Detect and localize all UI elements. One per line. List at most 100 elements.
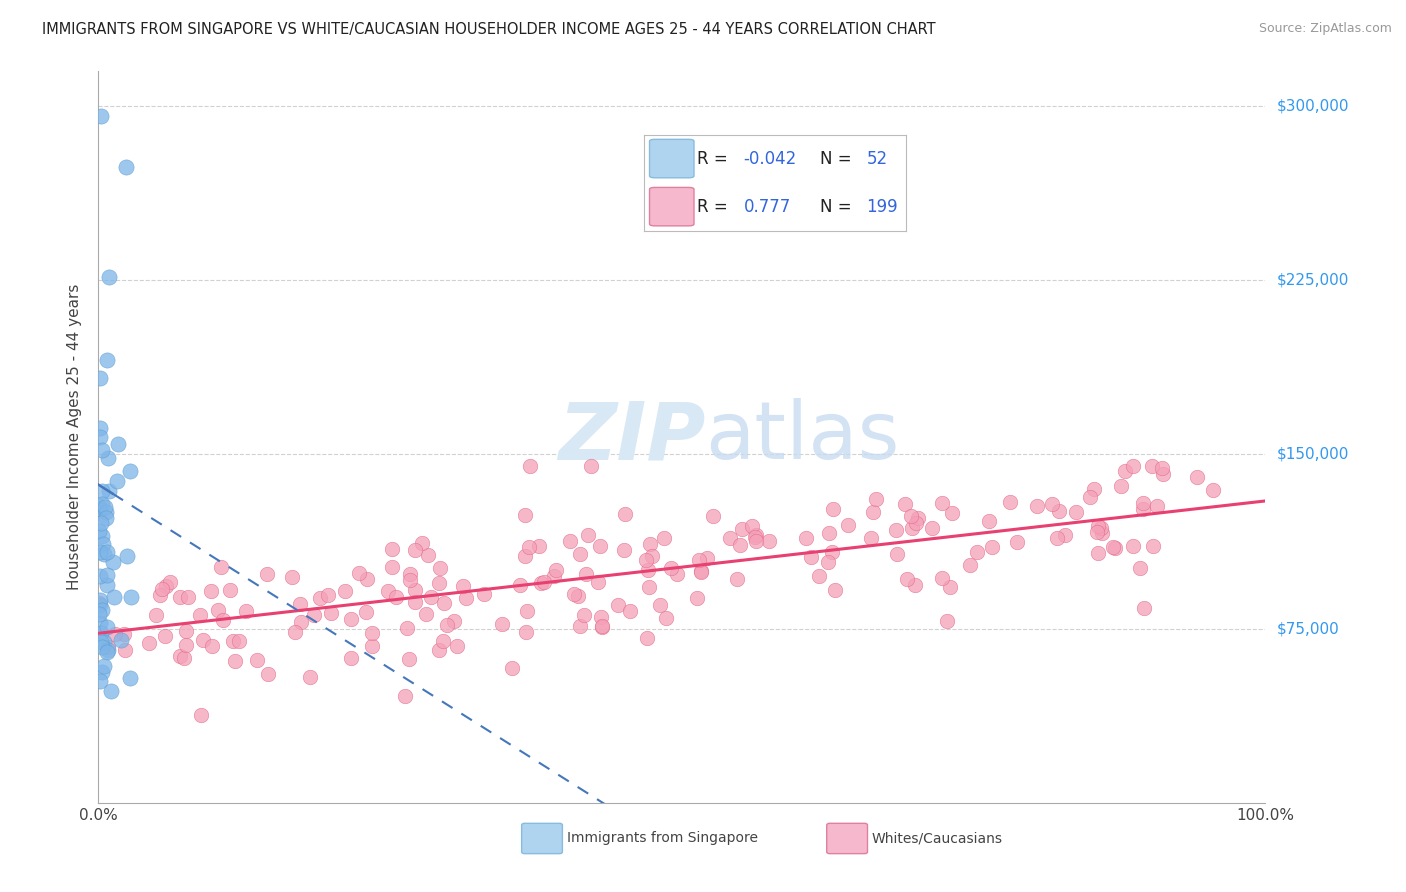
Point (93, 659, 115, 673)
Point (1129, 561, 1152, 575)
Point (150, 582, 173, 597)
Point (169, 648, 191, 663)
Point (384, 590, 406, 604)
Point (501, 660, 523, 674)
Text: Whites/Caucasians: Whites/Caucasians (872, 831, 1002, 846)
Point (281, 570, 304, 584)
Point (432, 596, 454, 610)
Point (568, 619, 591, 633)
Point (745, 528, 768, 542)
Text: 52: 52 (866, 150, 887, 168)
Point (309, 591, 332, 605)
Point (347, 566, 370, 581)
Point (190, 707, 212, 722)
Point (446, 640, 468, 654)
Point (90, 635, 112, 649)
Point (509, 578, 531, 592)
Point (399, 573, 422, 587)
Point (145, 607, 167, 622)
Point (1066, 506, 1088, 520)
Point (89, 430, 111, 444)
Point (222, 634, 245, 648)
Point (96, 353, 118, 368)
Point (360, 626, 382, 640)
Point (298, 670, 321, 684)
Point (666, 567, 689, 582)
Point (998, 495, 1021, 509)
Point (97, 642, 120, 657)
Point (607, 599, 630, 613)
Point (905, 516, 928, 530)
Point (193, 633, 215, 648)
Point (177, 590, 200, 604)
Point (174, 624, 197, 638)
Point (209, 560, 232, 574)
Point (896, 572, 918, 586)
Point (91, 497, 114, 511)
Point (619, 604, 641, 618)
Point (96, 544, 118, 558)
Text: $300,000: $300,000 (1277, 99, 1348, 113)
Point (904, 578, 927, 592)
Point (886, 547, 908, 561)
Point (894, 498, 917, 512)
Point (543, 569, 565, 583)
Point (527, 540, 550, 554)
Point (1087, 519, 1109, 533)
Point (576, 528, 599, 542)
Point (89, 592, 111, 607)
Point (589, 610, 612, 624)
Point (966, 545, 988, 559)
Point (1132, 502, 1154, 516)
Point (427, 576, 450, 591)
Point (115, 161, 138, 175)
Point (288, 597, 311, 611)
Point (118, 464, 141, 478)
Point (1091, 525, 1114, 540)
Point (381, 542, 404, 557)
Y-axis label: Householder Income Ages 25 - 44 years: Householder Income Ages 25 - 44 years (67, 284, 83, 591)
Point (89, 615, 111, 630)
Point (741, 518, 763, 533)
Point (411, 536, 433, 550)
Point (638, 537, 661, 551)
Text: Source: ZipAtlas.com: Source: ZipAtlas.com (1258, 22, 1392, 36)
Point (794, 531, 817, 545)
Point (155, 579, 177, 593)
Point (1101, 540, 1123, 554)
Point (316, 588, 339, 602)
Point (381, 559, 404, 574)
Text: N =: N = (820, 198, 851, 216)
Point (689, 564, 711, 578)
Point (93, 635, 115, 649)
Point (257, 666, 280, 681)
Point (90, 516, 112, 530)
Point (981, 540, 1004, 554)
Point (1142, 539, 1164, 553)
Point (96, 619, 118, 633)
Point (97, 270, 120, 285)
Point (200, 639, 222, 653)
Point (614, 507, 637, 521)
Point (398, 652, 420, 666)
Point (89, 421, 111, 435)
Point (725, 572, 748, 586)
Point (89, 371, 111, 385)
Point (356, 572, 378, 586)
Point (491, 616, 513, 631)
Point (120, 590, 142, 604)
Point (1152, 461, 1174, 475)
Point (686, 591, 709, 605)
Point (89, 673, 111, 688)
Point (636, 631, 658, 645)
Point (103, 590, 125, 604)
Point (837, 518, 859, 533)
Point (1085, 525, 1108, 540)
Point (89, 626, 111, 640)
Point (90, 442, 112, 457)
Point (173, 650, 195, 665)
Point (1122, 539, 1144, 553)
Point (1078, 490, 1101, 504)
Point (530, 576, 553, 591)
Point (200, 584, 222, 599)
